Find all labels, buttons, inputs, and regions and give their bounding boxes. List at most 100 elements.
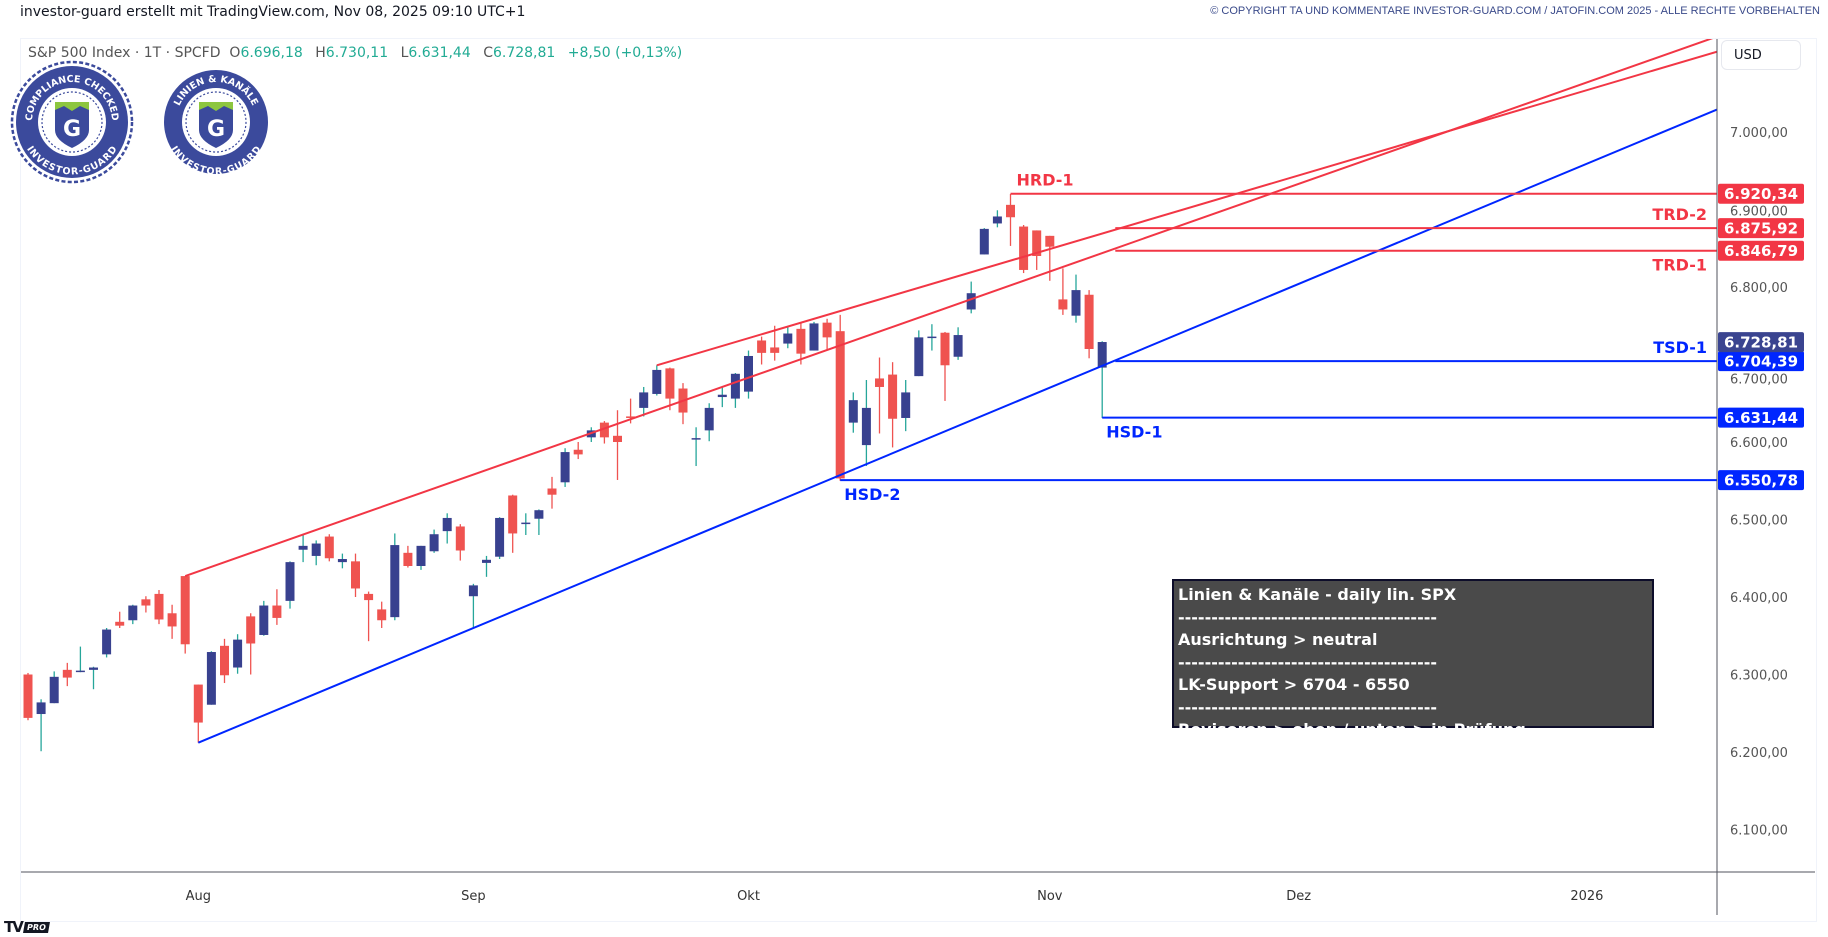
- candle[interactable]: [861, 380, 871, 467]
- candle[interactable]: [377, 601, 387, 628]
- candle[interactable]: [36, 699, 46, 752]
- candle[interactable]: [167, 604, 177, 639]
- candle[interactable]: [1097, 341, 1107, 418]
- chart-pane[interactable]: [20, 38, 1817, 922]
- candle[interactable]: [730, 373, 740, 408]
- support-trendline[interactable]: [197, 108, 1717, 744]
- candle[interactable]: [992, 210, 1002, 228]
- candle[interactable]: [639, 386, 649, 417]
- candle[interactable]: [49, 671, 59, 704]
- candle[interactable]: [940, 331, 950, 401]
- candle[interactable]: [324, 534, 334, 562]
- candle[interactable]: [547, 476, 557, 509]
- candle[interactable]: [613, 410, 622, 480]
- candle-body: [1019, 226, 1029, 270]
- candle[interactable]: [691, 427, 701, 467]
- candle[interactable]: [1045, 235, 1055, 281]
- candle[interactable]: [1019, 225, 1029, 274]
- candle[interactable]: [259, 600, 269, 636]
- candle[interactable]: [927, 324, 937, 351]
- candle[interactable]: [390, 533, 400, 621]
- candle[interactable]: [62, 662, 72, 687]
- candle[interactable]: [888, 362, 898, 448]
- annotation-line: Ausrichtung > neutral: [1178, 630, 1378, 649]
- candle[interactable]: [233, 634, 243, 674]
- candle[interactable]: [180, 576, 190, 654]
- candle[interactable]: [770, 325, 780, 361]
- candle[interactable]: [966, 281, 976, 314]
- candle[interactable]: [534, 509, 544, 535]
- candle[interactable]: [495, 517, 505, 560]
- candle[interactable]: [757, 336, 767, 365]
- symbol-name[interactable]: S&P 500 Index · 1T · SPCFD: [28, 45, 221, 61]
- candle[interactable]: [311, 540, 321, 566]
- candle[interactable]: [23, 672, 33, 721]
- candle[interactable]: [285, 561, 295, 609]
- candle[interactable]: [154, 590, 164, 625]
- candle[interactable]: [220, 638, 229, 684]
- candle[interactable]: [337, 553, 347, 569]
- resistance-trendline[interactable]: [184, 37, 1717, 578]
- candle[interactable]: [901, 380, 911, 432]
- candle[interactable]: [979, 228, 989, 255]
- candle[interactable]: [914, 330, 924, 377]
- candle[interactable]: [665, 367, 675, 411]
- candle[interactable]: [783, 326, 793, 349]
- open-value: 6.696,18: [240, 45, 303, 61]
- candle[interactable]: [351, 553, 360, 597]
- time-tick-label: Nov: [1037, 889, 1063, 904]
- candle[interactable]: [678, 383, 688, 425]
- candle-body: [1097, 342, 1107, 368]
- candle[interactable]: [508, 494, 518, 553]
- candle[interactable]: [560, 448, 570, 487]
- compliance-checked-badge: COMPLIANCE CHECKED INVESTOR-GUARD G: [10, 60, 134, 184]
- candle[interactable]: [652, 365, 662, 396]
- candle[interactable]: [429, 529, 439, 553]
- currency-button[interactable]: USD: [1721, 40, 1801, 70]
- candle[interactable]: [744, 350, 753, 399]
- candle[interactable]: [573, 442, 583, 460]
- candle[interactable]: [416, 545, 426, 570]
- candle[interactable]: [848, 392, 858, 433]
- candle[interactable]: [206, 651, 216, 705]
- candle[interactable]: [704, 403, 714, 442]
- candle[interactable]: [717, 386, 727, 408]
- candle[interactable]: [1084, 290, 1094, 359]
- candle[interactable]: [403, 545, 413, 568]
- annotation-line: Linien & Kanäle - daily lin. SPX: [1178, 585, 1457, 604]
- candle[interactable]: [599, 421, 609, 444]
- candle[interactable]: [442, 513, 452, 544]
- candle[interactable]: [953, 327, 963, 360]
- candle[interactable]: [809, 321, 819, 351]
- candle[interactable]: [141, 596, 151, 613]
- candle[interactable]: [298, 534, 308, 563]
- resistance-trendline[interactable]: [656, 50, 1717, 367]
- candle[interactable]: [272, 589, 282, 625]
- candle[interactable]: [1032, 230, 1042, 270]
- tradingview-logo[interactable]: TV PRO: [4, 918, 50, 936]
- candle[interactable]: [1006, 194, 1015, 246]
- time-axis[interactable]: Aug Sep Okt Nov Dez 2026: [186, 889, 1604, 904]
- candle[interactable]: [75, 646, 85, 673]
- candle[interactable]: [521, 513, 531, 535]
- candle[interactable]: [835, 314, 845, 481]
- candle[interactable]: [455, 524, 465, 561]
- candle[interactable]: [1071, 274, 1081, 323]
- time-tick-label: Sep: [461, 889, 486, 904]
- candle[interactable]: [1058, 268, 1068, 315]
- candle[interactable]: [822, 318, 832, 350]
- candle[interactable]: [482, 555, 491, 577]
- price-axis[interactable]: 6.100,00 6.200,00 6.300,00 6.400,00 6.500,00…: [1730, 126, 1788, 839]
- candle[interactable]: [115, 611, 125, 628]
- price-label-tsd-1-text: 6.704,39: [1724, 353, 1798, 371]
- candle[interactable]: [193, 684, 203, 743]
- candle[interactable]: [246, 613, 256, 675]
- candle[interactable]: [875, 357, 884, 434]
- candle[interactable]: [89, 666, 98, 690]
- candle[interactable]: [468, 583, 478, 628]
- candle[interactable]: [128, 604, 138, 625]
- candle[interactable]: [796, 323, 806, 365]
- candle[interactable]: [102, 628, 112, 658]
- candle[interactable]: [364, 591, 374, 642]
